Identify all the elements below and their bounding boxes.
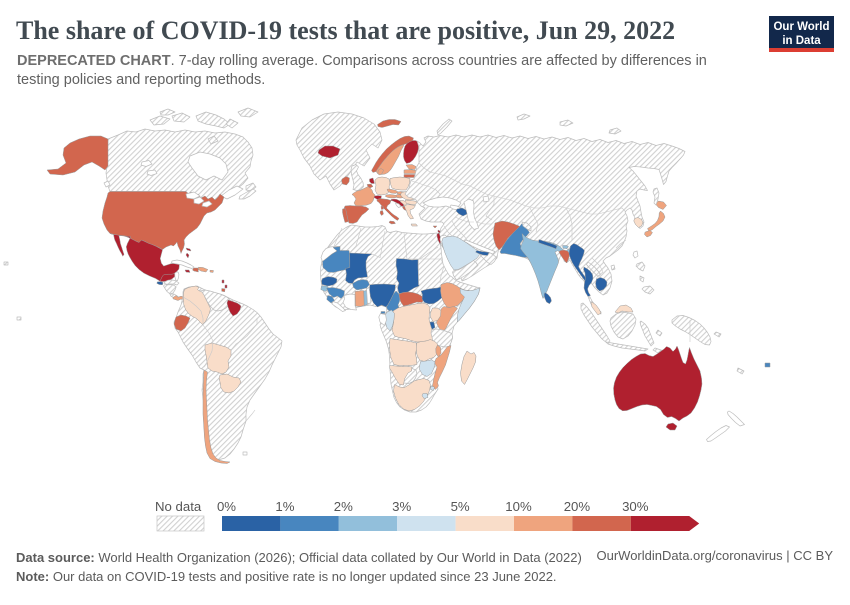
svg-text:0%: 0% — [217, 499, 236, 514]
svg-text:2%: 2% — [334, 499, 353, 514]
svg-text:1%: 1% — [275, 499, 294, 514]
svg-text:30%: 30% — [622, 499, 649, 514]
svg-text:No data: No data — [155, 499, 202, 514]
svg-text:5%: 5% — [451, 499, 470, 514]
svg-text:20%: 20% — [564, 499, 591, 514]
svg-text:10%: 10% — [505, 499, 532, 514]
svg-text:3%: 3% — [392, 499, 411, 514]
